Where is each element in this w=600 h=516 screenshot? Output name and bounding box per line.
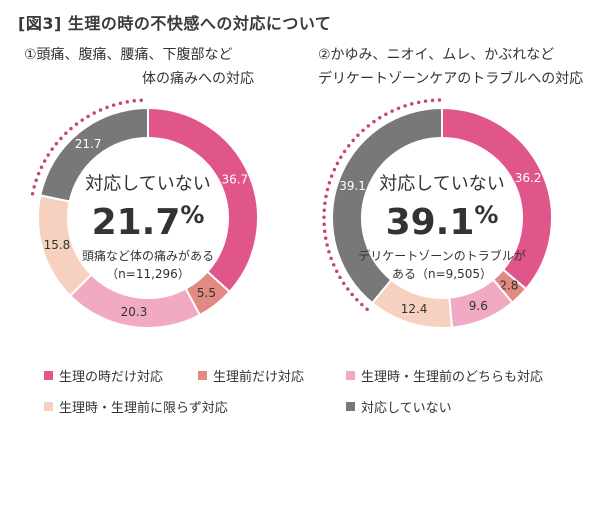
legend-item-anytime: 生理時・生理前に限らず対応 (44, 397, 228, 416)
donut-slice (331, 106, 443, 305)
donut-chart-2: 36.2 2.8 9.6 12.4 39.1 対応していない 39.1% デリケートゾーンのト… (322, 98, 553, 329)
slice-value-label: 2.8 (499, 278, 518, 292)
legend-swatch (44, 371, 53, 380)
chart2-title-line1: ②かゆみ、ニオイ、ムレ、かぶれなど (318, 47, 555, 63)
center-value-unit: % (474, 201, 498, 229)
highlight-dotted-arc (30, 98, 150, 196)
donut-slice (39, 106, 149, 203)
slice-value-label: 20.3 (121, 305, 148, 319)
donut-slice (147, 106, 259, 294)
legend-label: 生理の時だけ対応 (59, 370, 164, 385)
slice-value-label: 21.7 (75, 137, 102, 151)
chart1-title-line2: 体の痛みへの対応 (142, 71, 254, 87)
legend-item-not-handled: 対応していない (346, 397, 452, 416)
legend-item-premenstrual-only: 生理前だけ対応 (198, 366, 304, 385)
legend-swatch (44, 402, 53, 411)
slice-value-label: 12.4 (401, 302, 428, 316)
legend-swatch (198, 371, 207, 380)
center-label: 対応していない (85, 174, 210, 195)
legend-item-both: 生理時・生理前のどちらも対応 (346, 366, 543, 385)
legend-label: 生理時・生理前のどちらも対応 (361, 370, 544, 385)
center-value: 21.7% (92, 201, 205, 243)
donut-chart-1: 36.7 5.5 20.3 15.8 21.7 対応していない 21.7% 頭痛など体の痛みが… (30, 98, 259, 329)
center-value-number: 39.1 (386, 202, 475, 243)
slice-value-label: 15.8 (44, 238, 71, 252)
sample-note-line2: （n=11,296） (106, 267, 190, 281)
slice-value-label: 9.6 (469, 299, 488, 313)
slice-value-label: 36.7 (221, 172, 248, 186)
legend-swatch (346, 402, 355, 411)
center-value: 39.1% (386, 201, 499, 243)
legend-item-period-only: 生理の時だけ対応 (44, 366, 163, 385)
sample-note-line1: 頭痛など体の痛みがある (82, 248, 214, 263)
chart2-title-line2: デリケートゾーンケアのトラブルへの対応 (318, 71, 584, 87)
highlight-dotted-arc (322, 98, 444, 311)
sample-note-line2: ある（n=9,505） (392, 267, 492, 281)
legend-label: 生理時・生理前に限らず対応 (59, 401, 228, 416)
legend-label: 対応していない (361, 401, 452, 416)
center-value-number: 21.7 (92, 202, 181, 243)
slice-value-label: 39.1 (339, 179, 366, 193)
donut-slice (68, 273, 202, 329)
chart1-title-line1: ①頭痛、腹痛、腰痛、下腹部など (24, 47, 233, 63)
legend-label: 生理前だけ対応 (213, 370, 305, 385)
slice-value-label: 5.5 (197, 286, 216, 300)
center-value-unit: % (180, 201, 204, 229)
center-label: 対応していない (379, 174, 504, 195)
sample-note-line1: デリケートゾーンのトラブルが (358, 248, 525, 263)
legend-swatch (346, 371, 355, 380)
figure-title: [図3] 生理の時の不快感への対応について (18, 14, 332, 33)
slice-value-label: 36.2 (515, 171, 542, 185)
donut-charts: 36.7 5.5 20.3 15.8 21.7 対応していない 21.7% 頭痛など体の痛みが… (30, 98, 553, 329)
